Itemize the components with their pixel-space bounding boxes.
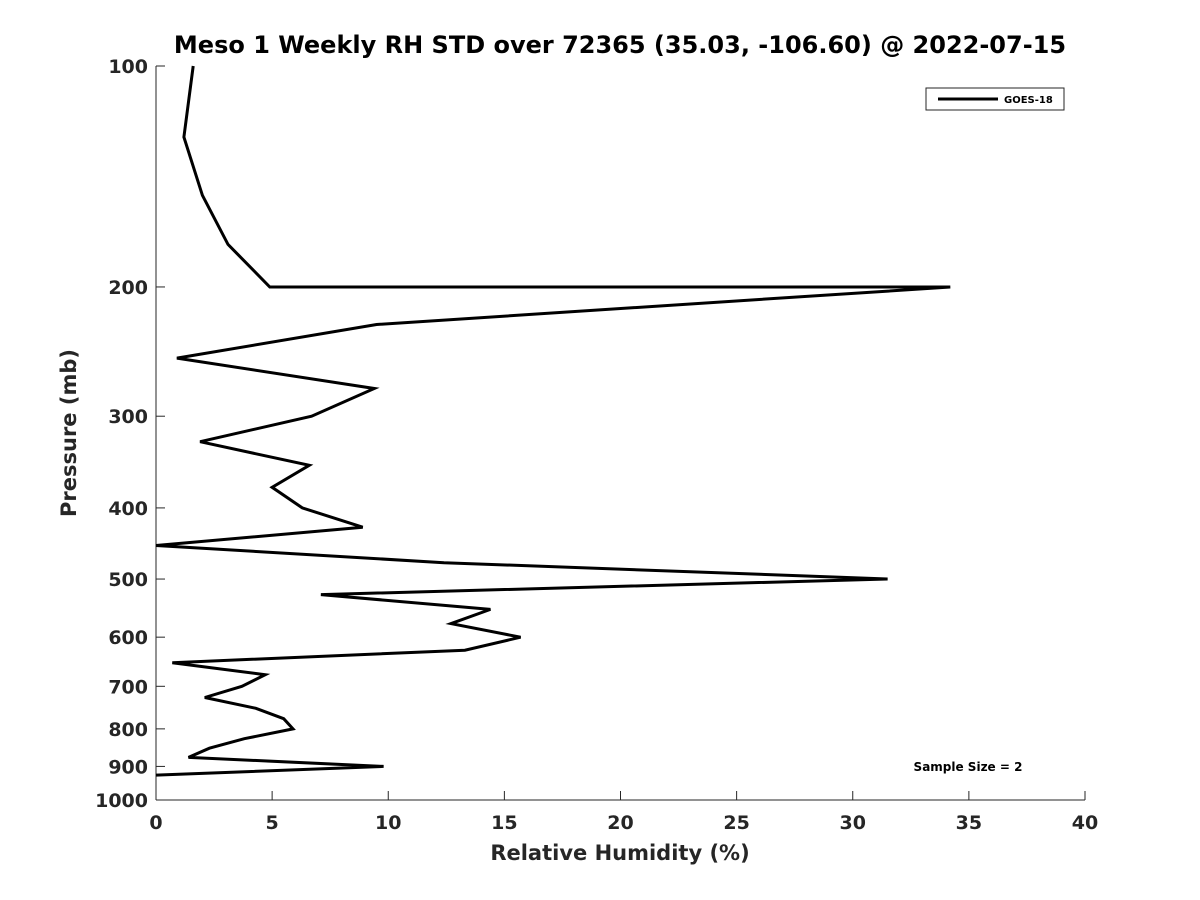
x-tick-label: 20 [607, 812, 633, 834]
y-tick-label: 100 [108, 56, 148, 78]
series-layer [155, 65, 951, 777]
x-tick-label: 25 [723, 812, 749, 834]
y-tick-label: 500 [108, 569, 148, 591]
y-tick-label: 700 [108, 676, 148, 698]
y-tick-label: 1000 [95, 790, 148, 812]
axes: 0 5 10 15 20 25 30 35 40 100 200 300 400 500 600 700 800… [95, 56, 1098, 834]
x-tick-label: 35 [956, 812, 982, 834]
x-tick-label: 15 [491, 812, 517, 834]
y-tick-label: 600 [108, 627, 148, 649]
y-tick-label: 400 [108, 498, 148, 520]
legend: GOES-18 [925, 87, 1065, 111]
y-tick-label: 300 [108, 406, 148, 428]
series-line-0 [155, 65, 951, 777]
y-tick-label: 800 [108, 719, 148, 741]
y-tick-label: 900 [108, 756, 148, 778]
x-tick-label: 30 [840, 812, 866, 834]
y-axis-label: Pressure (mb) [57, 349, 81, 517]
legend-label: GOES-18 [1004, 95, 1053, 106]
sample-size-annotation: Sample Size = 2 [914, 760, 1023, 774]
x-tick-label: 40 [1072, 812, 1098, 834]
x-tick-label: 10 [375, 812, 401, 834]
x-tick-label: 0 [149, 812, 162, 834]
x-axis-label: Relative Humidity (%) [490, 841, 749, 865]
x-tick-label: 5 [266, 812, 279, 834]
y-tick-label: 200 [108, 277, 148, 299]
chart-title: Meso 1 Weekly RH STD over 72365 (35.03, … [174, 31, 1066, 59]
